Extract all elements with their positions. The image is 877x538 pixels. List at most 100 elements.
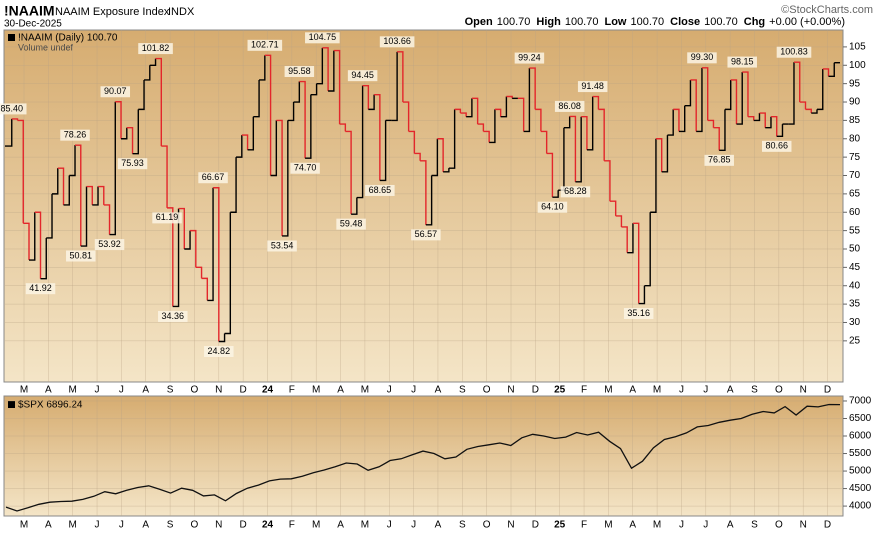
value-label-box: [60, 129, 90, 141]
step-segment: [627, 223, 634, 254]
step-segment: [109, 101, 116, 236]
x-tick-label: M: [361, 520, 369, 531]
x-tick-label: S: [459, 520, 466, 531]
step-segment: [379, 120, 387, 182]
step-segment: [443, 168, 450, 173]
step-segment: [408, 130, 416, 154]
step-segment: [420, 160, 427, 225]
step-segment: [374, 93, 381, 181]
x-tick-label: O: [775, 520, 783, 531]
step-segment: [736, 72, 743, 125]
step-segment: [161, 145, 168, 208]
price-line: [5, 403, 841, 512]
step-segment: [788, 62, 795, 125]
value-label: 90.07: [104, 86, 127, 96]
x-tick-label: A: [142, 520, 149, 531]
step-segment: [822, 68, 830, 77]
y-tick-label: 5500: [849, 448, 872, 459]
step-segment: [190, 229, 197, 268]
step-segment: [126, 127, 134, 154]
value-label-box: [247, 39, 283, 51]
step-segment: [391, 51, 398, 122]
y-tick-label: 25: [849, 335, 861, 346]
legend-swatch: [8, 34, 15, 41]
x-tick-label: D: [532, 385, 539, 396]
x-tick-label: M: [69, 520, 77, 531]
value-label: 59.48: [340, 219, 363, 229]
step-segment: [414, 152, 421, 161]
y-tick-label: 35: [849, 299, 861, 310]
x-tick-label: A: [629, 385, 636, 396]
step-segment: [52, 168, 59, 195]
step-segment: [713, 127, 720, 151]
step-segment: [598, 108, 605, 161]
step-segment: [811, 109, 818, 114]
x-tick-label: F: [289, 385, 295, 396]
value-label-box: [0, 103, 27, 115]
x-tick-label: N: [800, 385, 807, 396]
step-segment: [684, 79, 692, 107]
step-segment: [523, 68, 531, 133]
value-label-box: [623, 308, 654, 320]
x-tick-label: A: [337, 385, 344, 396]
step-segment: [742, 71, 749, 117]
x-tick-label: 25: [554, 385, 566, 396]
step-segment: [29, 212, 36, 261]
y-tick-label: 5000: [849, 466, 872, 477]
value-label: 56.57: [415, 229, 438, 239]
value-label: 53.54: [271, 240, 294, 250]
y-tick-label: 85: [849, 115, 861, 126]
x-tick-label: J: [387, 520, 392, 531]
step-segment: [460, 112, 467, 117]
x-tick-label: N: [215, 385, 222, 396]
value-label: 99.30: [691, 52, 714, 62]
step-segment: [724, 79, 732, 111]
step-segment: [218, 333, 226, 343]
step-segment: [149, 58, 157, 66]
x-tick-label: J: [411, 385, 416, 396]
value-label: 86.08: [558, 101, 581, 111]
x-tick-label: S: [751, 385, 758, 396]
y-tick-label: 6000: [849, 431, 872, 442]
value-label: 85.40: [0, 103, 23, 113]
step-segment: [615, 215, 623, 227]
x-tick-label: A: [337, 520, 344, 531]
step-segment: [719, 109, 726, 152]
value-label-box: [687, 52, 717, 64]
step-segment: [270, 120, 278, 177]
value-label: 104.75: [309, 32, 337, 42]
step-segment: [397, 51, 404, 103]
x-tick-label: M: [20, 520, 28, 531]
value-label: 66.67: [202, 172, 225, 182]
value-label-box: [537, 201, 568, 213]
step-segment: [701, 67, 709, 121]
value-label-box: [25, 283, 56, 295]
x-tick-label: D: [824, 520, 831, 531]
step-segment: [621, 226, 628, 253]
value-label-box: [158, 310, 188, 322]
step-segment: [80, 186, 88, 247]
step-segment: [40, 237, 47, 280]
step-segment: [259, 55, 266, 81]
step-segment: [696, 67, 703, 133]
step-segment: [241, 134, 249, 150]
value-label-box: [704, 154, 734, 166]
value-label: 75.93: [121, 158, 144, 168]
step-segment: [667, 109, 674, 136]
y-tick-label: 65: [849, 189, 861, 200]
step-segment: [282, 120, 289, 237]
step-segment: [448, 109, 456, 169]
value-label-box: [204, 346, 234, 358]
step-segment: [121, 127, 128, 140]
x-tick-label: O: [775, 385, 783, 396]
quote-value: 100.70: [565, 16, 599, 28]
step-segment: [287, 102, 295, 122]
x-tick-label: O: [483, 385, 491, 396]
quote-value: 100.70: [497, 16, 531, 28]
step-segment: [661, 135, 669, 173]
step-segment: [155, 57, 162, 147]
step-segment: [34, 211, 42, 279]
value-label-box: [94, 239, 125, 251]
y-tick-label: 30: [849, 317, 861, 328]
x-tick-label: S: [459, 385, 466, 396]
